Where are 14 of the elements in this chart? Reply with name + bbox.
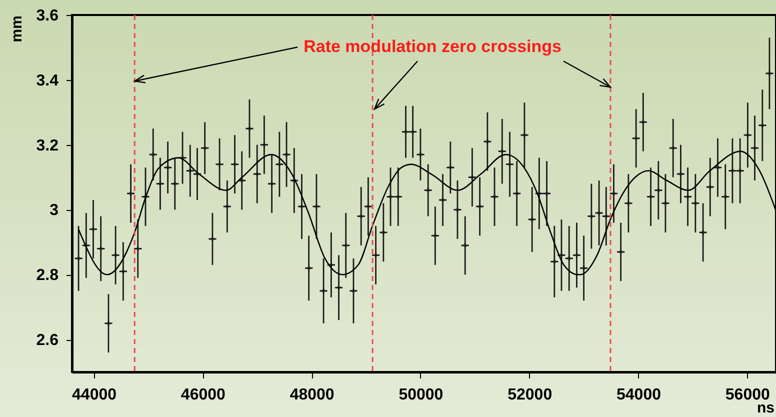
- x-tick-label: 52000: [508, 386, 552, 404]
- y-tick-label: 2.8: [36, 267, 59, 284]
- y-tick-label: 3.4: [36, 72, 59, 90]
- x-tick-label: 54000: [616, 386, 662, 404]
- x-tick-label: 50000: [398, 386, 444, 404]
- x-tick-label: 46000: [180, 386, 226, 404]
- y-tick-label: 3.6: [36, 8, 59, 24]
- x-tick-label: 48000: [290, 386, 334, 404]
- x-tick-label: 44000: [72, 386, 117, 404]
- y-tick-label: 3.2: [36, 137, 59, 154]
- y-tick-label: 3: [50, 202, 59, 220]
- annotation: Rate modulation zero crossings: [304, 37, 562, 56]
- y-tick-label: 2.6: [36, 332, 59, 350]
- y-axis-title: mm: [8, 16, 26, 42]
